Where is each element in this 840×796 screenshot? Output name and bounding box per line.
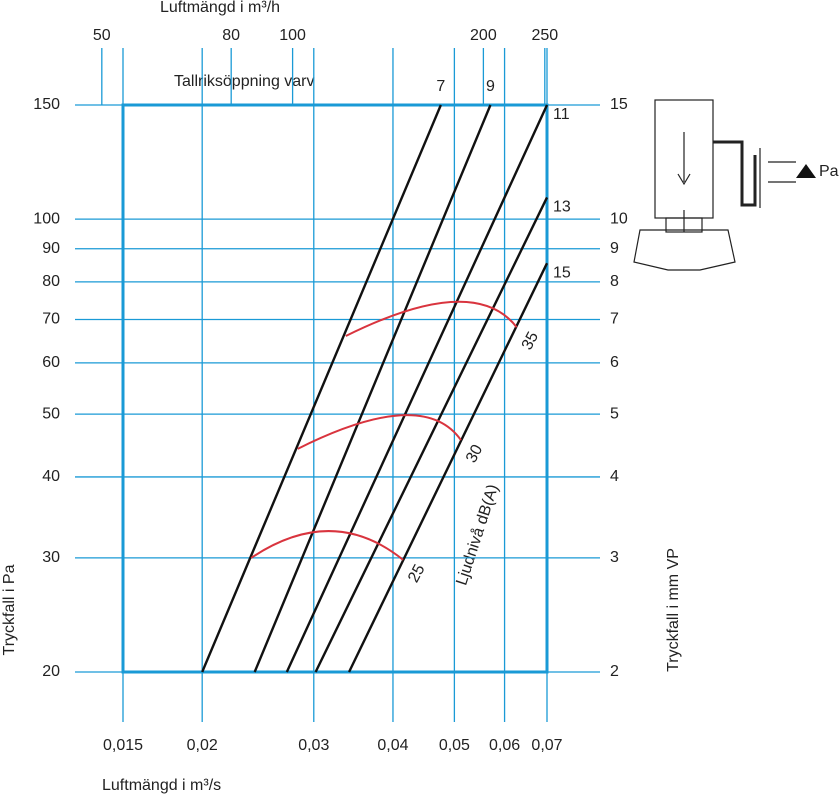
x2-axis-label: Luftmängd i m³/h bbox=[160, 0, 280, 16]
diagram-label: Pa bbox=[819, 163, 839, 180]
x-tick-label: 0,07 bbox=[531, 737, 562, 754]
series-label: 11 bbox=[553, 106, 570, 123]
plot-frame bbox=[121, 103, 549, 674]
x2-tick-label: 250 bbox=[531, 27, 558, 44]
x2-tick-label: 80 bbox=[222, 27, 240, 44]
y2-tick-label: 8 bbox=[610, 273, 619, 290]
annotation: Ljudnivå dB(A) bbox=[452, 482, 502, 587]
noise-label: 30 bbox=[463, 442, 486, 466]
y-tick-label: 60 bbox=[42, 354, 60, 371]
y-tick-label: 90 bbox=[42, 240, 60, 257]
manometer bbox=[713, 140, 757, 207]
noise-curve bbox=[345, 300, 518, 337]
y-tick-label: 30 bbox=[42, 549, 60, 566]
series-line bbox=[285, 104, 549, 673]
series-label: 13 bbox=[553, 199, 571, 216]
series-label: 7 bbox=[436, 78, 445, 95]
damper-diagram bbox=[633, 99, 796, 271]
x-tick-label: 0,06 bbox=[489, 737, 520, 754]
x-tick-label: 0,03 bbox=[298, 737, 329, 754]
y2-tick-label: 15 bbox=[610, 96, 628, 113]
x-tick-label: 0,05 bbox=[439, 737, 470, 754]
series-line bbox=[253, 104, 492, 673]
y-tick-label: 70 bbox=[42, 311, 60, 328]
series-line bbox=[201, 104, 442, 673]
y2-tick-label: 9 bbox=[610, 240, 619, 257]
y-tick-label: 150 bbox=[33, 96, 60, 113]
x2-tick-label: 100 bbox=[279, 27, 306, 44]
x-axis-label: Luftmängd i m³/s bbox=[102, 777, 221, 794]
arrow-head bbox=[677, 173, 691, 186]
x-tick-label: 0,015 bbox=[103, 737, 143, 754]
series-label: 9 bbox=[486, 78, 495, 95]
series-label: 15 bbox=[553, 264, 571, 281]
y-tick-label: 100 bbox=[33, 210, 60, 227]
y-tick-label: 80 bbox=[42, 273, 60, 290]
y2-tick-label: 10 bbox=[610, 210, 628, 227]
noise-label: 35 bbox=[519, 329, 542, 353]
y-tick-label: 20 bbox=[42, 663, 60, 680]
y2-tick-label: 3 bbox=[610, 549, 619, 566]
y-tick-label: 50 bbox=[42, 405, 60, 422]
y2-tick-label: 5 bbox=[610, 405, 619, 422]
y2-tick-label: 7 bbox=[610, 311, 619, 328]
pressure-symbol bbox=[796, 164, 816, 178]
x2-tick-label: 50 bbox=[93, 27, 111, 44]
noise-curve bbox=[250, 530, 404, 561]
valve-body bbox=[633, 229, 736, 271]
series-line bbox=[347, 262, 549, 673]
y2-tick-label: 4 bbox=[610, 468, 619, 485]
noise-curve bbox=[297, 414, 462, 450]
x-tick-label: 0,02 bbox=[187, 737, 218, 754]
y-tick-label: 40 bbox=[42, 468, 60, 485]
y2-tick-label: 6 bbox=[610, 354, 619, 371]
y2-axis-label: Tryckfall i mm VP bbox=[665, 548, 682, 672]
y2-tick-label: 2 bbox=[610, 663, 619, 680]
y-axis-label: Tryckfall i Pa bbox=[1, 564, 18, 655]
x2-tick-label: 200 bbox=[470, 27, 497, 44]
x-tick-label: 0,04 bbox=[377, 737, 408, 754]
noise-label: 25 bbox=[405, 562, 428, 586]
series-line bbox=[314, 196, 549, 673]
chart-title: Tallriksöppning varv bbox=[174, 73, 315, 90]
